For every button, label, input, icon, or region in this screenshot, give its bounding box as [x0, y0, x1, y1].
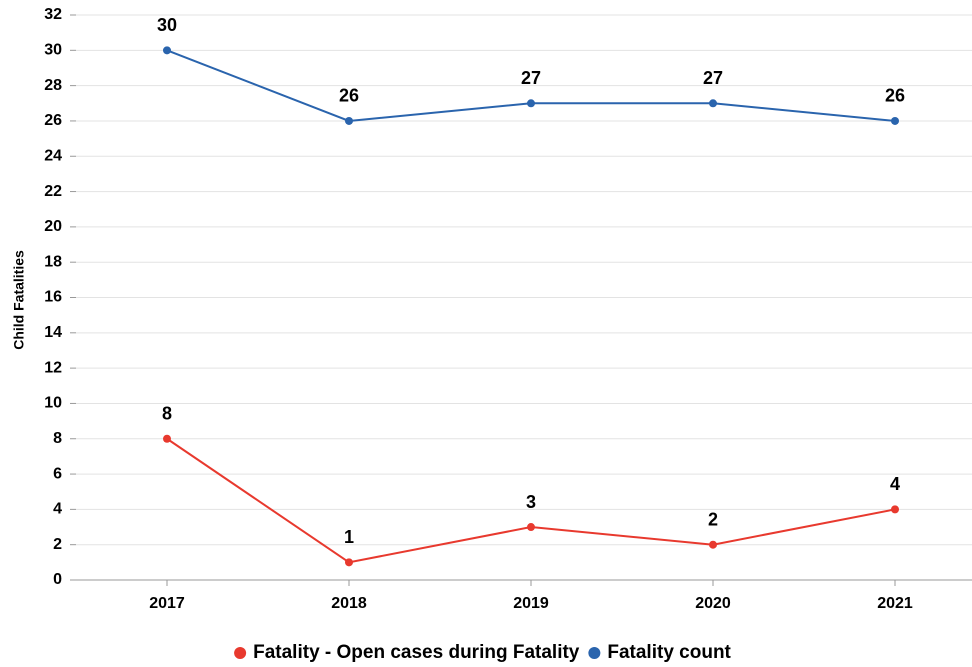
y-tick-label: 30 [44, 42, 62, 59]
y-tick-label: 4 [53, 501, 62, 518]
y-tick-label: 32 [44, 6, 62, 23]
y-tick-label: 0 [53, 571, 62, 588]
y-axis-label: Child Fatalities [11, 250, 27, 350]
x-tick-label: 2018 [331, 595, 367, 612]
data-label: 27 [703, 68, 723, 88]
point [163, 46, 171, 55]
legend-label: Fatality count [607, 642, 731, 663]
point [709, 540, 717, 549]
point [891, 116, 899, 125]
data-label: 26 [339, 86, 359, 106]
data-label: 30 [157, 15, 177, 35]
y-tick-label: 22 [44, 183, 62, 200]
data-label: 26 [885, 86, 905, 106]
y-tick-label: 14 [44, 324, 62, 341]
x-tick-label: 2017 [149, 595, 185, 612]
point [345, 116, 353, 125]
point [891, 505, 899, 514]
data-label: 1 [344, 527, 354, 547]
y-tick-label: 10 [44, 395, 62, 412]
data-label: 2 [708, 509, 718, 529]
legend-label: Fatality - Open cases during Fatality [253, 642, 580, 663]
x-tick-label: 2020 [695, 595, 731, 612]
y-tick-label: 24 [44, 147, 62, 164]
point [527, 523, 535, 532]
legend-marker [588, 647, 601, 659]
legend-marker [234, 647, 247, 659]
point [527, 99, 535, 108]
data-label: 4 [890, 474, 900, 494]
point [163, 434, 171, 443]
y-tick-label: 6 [53, 465, 62, 482]
y-tick-label: 2 [53, 536, 62, 553]
data-label: 3 [526, 492, 536, 512]
y-tick-label: 28 [44, 77, 62, 94]
x-tick-label: 2021 [877, 595, 913, 612]
y-tick-label: 20 [44, 218, 62, 235]
y-tick-label: 18 [44, 253, 62, 270]
x-tick-label: 2019 [513, 595, 549, 612]
point [345, 558, 353, 567]
y-tick-label: 26 [44, 112, 62, 129]
y-tick-label: 8 [53, 430, 62, 447]
data-label: 8 [162, 404, 172, 424]
y-tick-label: 16 [44, 289, 62, 306]
y-tick-label: 12 [44, 359, 62, 376]
legend: Fatality - Open cases during Fatality Fat… [234, 642, 732, 663]
point [709, 99, 717, 108]
data-label: 27 [521, 68, 541, 88]
